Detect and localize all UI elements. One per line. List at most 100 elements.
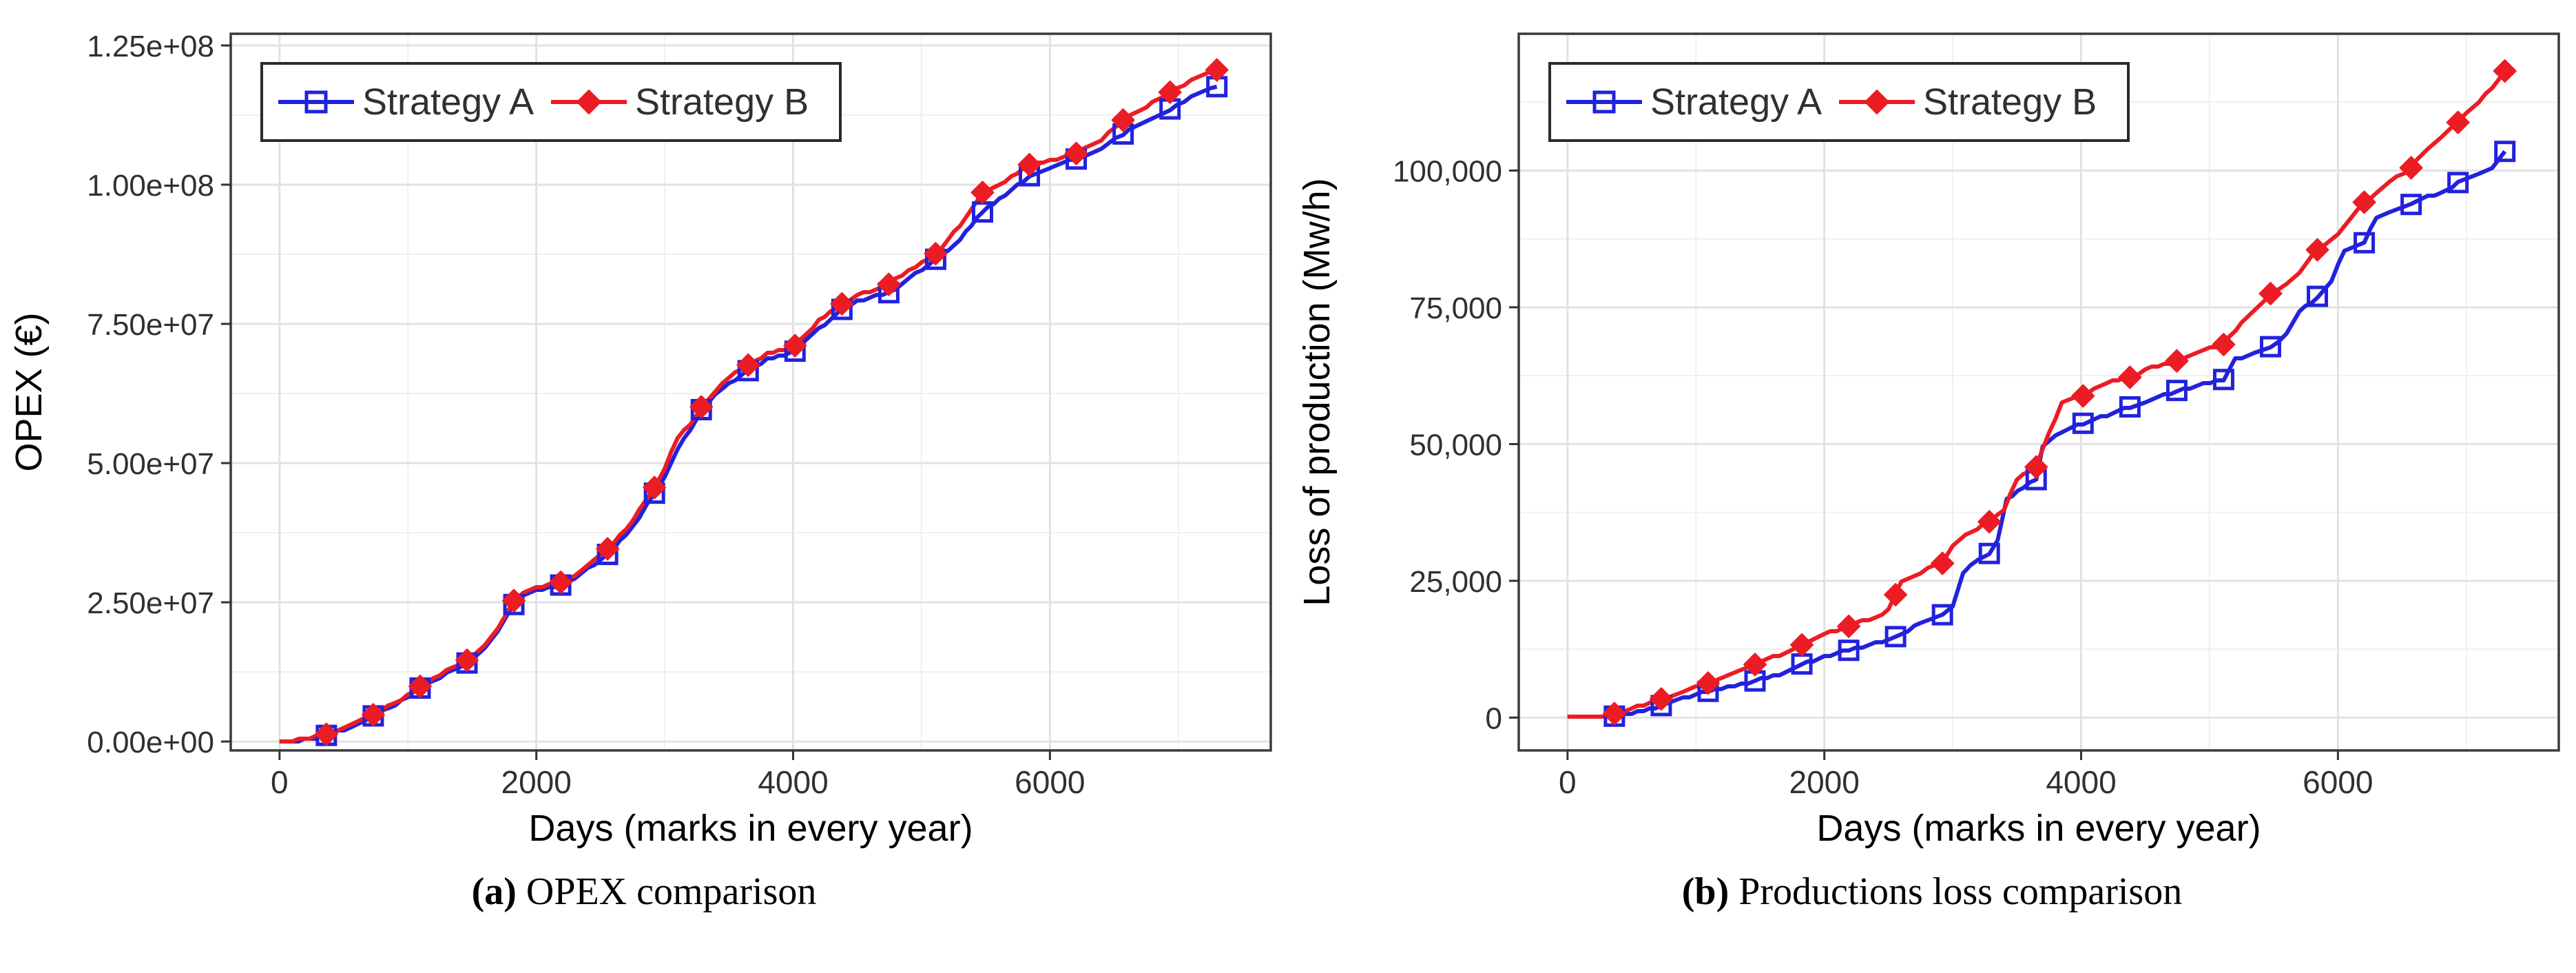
marker-filled-diamond: [1790, 633, 1814, 657]
figure-row: 0 2000 4000 6000 0.00e+00 2.50e+07 5.00e+07 7.5…: [0, 3, 2576, 914]
x-axis-title: Days (marks in every year): [528, 808, 973, 849]
marker-filled-diamond: [1017, 152, 1041, 176]
legend-label: Strategy B: [635, 81, 809, 123]
panel-border: [229, 32, 1272, 752]
marker-filled-diamond: [2165, 349, 2189, 373]
x-tick-label: 2000: [1789, 764, 1860, 800]
caption-b-label: (b): [1681, 870, 1730, 913]
gridlines-major: [231, 34, 1271, 750]
y-tick-label: 1.25e+08: [87, 30, 214, 63]
x-axis-title: Days (marks in every year): [1816, 808, 2261, 849]
panel-background: [231, 34, 1271, 750]
axes: 0 2000 4000 6000 0 25,000 50,000 75,000 100,000: [1393, 154, 2374, 800]
marker-filled-diamond: [1602, 701, 1626, 726]
chart-block-a: 0 2000 4000 6000 0.00e+00 2.50e+07 5.00e+07 7.5…: [0, 3, 1288, 914]
marker-filled-diamond: [924, 242, 948, 266]
marker-filled-diamond: [970, 181, 995, 205]
y-tick-label: 0.00e+00: [87, 726, 214, 759]
axes: 0 2000 4000 6000 0.00e+00 2.50e+07 5.00e+07 7.5…: [87, 30, 1085, 800]
caption-a-text: OPEX comparison: [526, 870, 817, 913]
x-tick-label: 6000: [2303, 764, 2373, 800]
y-tick-label: 25,000: [1409, 565, 1502, 599]
marker-filled-diamond: [455, 648, 479, 673]
marker-filled-diamond: [408, 675, 432, 699]
marker-open-square: [1592, 90, 1616, 114]
marker-open-square: [2212, 369, 2234, 391]
marker-filled-diamond: [1649, 687, 1673, 711]
gridlines-major: [1519, 34, 2559, 750]
marker-filled-diamond: [830, 291, 854, 316]
marker-open-square: [2259, 336, 2281, 358]
panel-border: [1517, 32, 2560, 752]
marker-open-square: [1978, 542, 2000, 564]
x-tick-label: 6000: [1015, 764, 1085, 800]
x-tick-label: 4000: [2046, 764, 2116, 800]
marker-filled-diamond: [549, 570, 573, 594]
caption-b-text: Productions loss comparison: [1738, 870, 2183, 913]
legend-label: Strategy B: [1923, 81, 2097, 123]
marker-filled-diamond: [596, 537, 620, 561]
marker-filled-diamond: [2399, 156, 2423, 180]
marker-open-square: [2354, 232, 2376, 254]
legend: Strategy A Strategy B: [260, 62, 842, 142]
marker-open-square: [2307, 285, 2329, 307]
marker-filled-diamond: [2305, 238, 2329, 262]
series-markers-strategy-b: [314, 58, 1229, 746]
x-tick-label: 2000: [501, 764, 572, 800]
marker-filled-diamond: [2212, 332, 2236, 356]
marker-filled-diamond: [1205, 58, 1229, 82]
marker-filled-diamond: [314, 722, 338, 746]
marker-open-square: [2494, 141, 2516, 163]
marker-open-square: [1838, 639, 1860, 662]
x-tick-label: 4000: [758, 764, 828, 800]
marker-filled-diamond: [1865, 90, 1889, 114]
marker-filled-diamond: [1064, 141, 1088, 165]
chart-block-b: 0 2000 4000 6000 0 25,000 50,000 75,000 100,000 D…: [1288, 3, 2576, 914]
marker-filled-diamond: [577, 90, 601, 114]
marker-filled-diamond: [2352, 190, 2376, 214]
marker-filled-diamond: [736, 353, 760, 377]
y-tick-label: 50,000: [1409, 428, 1502, 462]
series-group: [279, 58, 1229, 746]
y-tick-label: 2.50e+07: [87, 586, 214, 620]
y-tick-label: 5.00e+07: [87, 447, 214, 481]
marker-open-square: [1931, 604, 1953, 626]
marker-filled-diamond: [1884, 583, 1908, 607]
marker-filled-diamond: [1158, 80, 1182, 104]
marker-filled-diamond: [689, 395, 714, 419]
marker-filled-diamond: [1696, 671, 1720, 695]
marker-open-square: [2072, 412, 2094, 434]
legend-label: Strategy A: [362, 81, 534, 123]
y-tick-label: 75,000: [1409, 291, 1502, 325]
marker-open-square: [2400, 194, 2422, 216]
y-tick-label: 0: [1486, 701, 1502, 735]
opex-chart: 0 2000 4000 6000 0.00e+00 2.50e+07 5.00e+07 7.5…: [8, 30, 1272, 849]
marker-filled-diamond: [877, 272, 901, 296]
marker-filled-diamond: [1837, 614, 1861, 638]
marker-filled-diamond: [1743, 653, 1767, 677]
y-tick-label: 1.00e+08: [87, 169, 214, 203]
production-loss-chart: 0 2000 4000 6000 0 25,000 50,000 75,000 100,000 D…: [1296, 32, 2560, 849]
marker-filled-diamond: [2118, 365, 2142, 389]
y-tick-label: 7.50e+07: [87, 308, 214, 342]
marker-filled-diamond: [783, 334, 807, 358]
marker-open-square: [2447, 172, 2469, 194]
marker-filled-diamond: [2446, 110, 2470, 134]
y-axis-title: Loss of production (Mw/h): [1296, 178, 1338, 606]
x-tick-label: 0: [1559, 764, 1577, 800]
series-markers-strategy-b: [1602, 59, 2517, 726]
marker-open-square: [2119, 396, 2141, 418]
x-tick-label: 0: [271, 764, 289, 800]
marker-open-square: [1884, 626, 1907, 648]
caption-b: (b) Productions loss comparison: [1682, 870, 2182, 914]
legend-label: Strategy A: [1650, 81, 1822, 123]
marker-filled-diamond: [361, 703, 385, 727]
legend: Strategy A Strategy B: [1548, 62, 2130, 142]
marker-filled-diamond: [1931, 551, 1955, 575]
marker-filled-diamond: [1977, 510, 2002, 534]
marker-filled-diamond: [2258, 282, 2283, 306]
marker-filled-diamond: [2071, 384, 2095, 408]
marker-open-square: [2165, 380, 2188, 402]
y-axis-title: OPEX (€): [8, 312, 50, 471]
marker-filled-diamond: [2493, 59, 2517, 83]
